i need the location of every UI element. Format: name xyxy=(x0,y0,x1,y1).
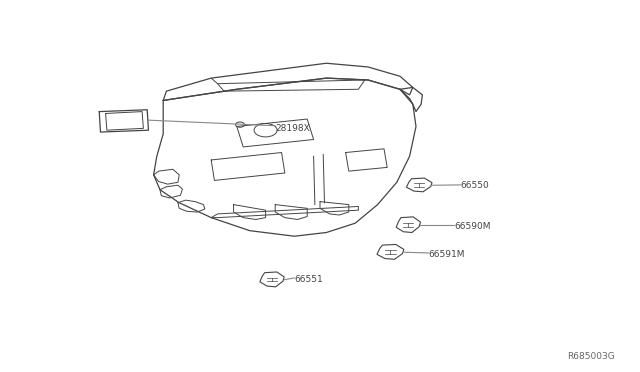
Text: 66591M: 66591M xyxy=(429,250,465,259)
Polygon shape xyxy=(377,244,404,259)
Text: 66590M: 66590M xyxy=(454,222,491,231)
Text: 66550: 66550 xyxy=(461,182,490,190)
Polygon shape xyxy=(396,217,420,232)
Text: 66551: 66551 xyxy=(294,275,323,283)
Text: 28198X: 28198X xyxy=(275,124,310,133)
Polygon shape xyxy=(260,272,284,287)
Polygon shape xyxy=(406,178,432,192)
Text: R685003G: R685003G xyxy=(566,352,614,361)
